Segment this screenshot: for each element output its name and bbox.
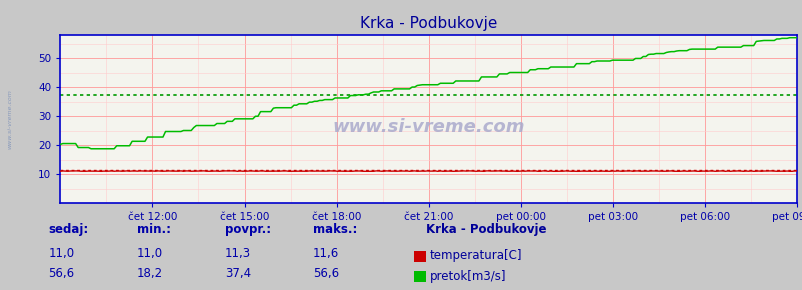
Text: povpr.:: povpr.: xyxy=(225,224,270,236)
Text: 37,4: 37,4 xyxy=(225,267,251,280)
Text: min.:: min.: xyxy=(136,224,170,236)
Text: pretok[m3/s]: pretok[m3/s] xyxy=(429,270,505,282)
Text: 11,3: 11,3 xyxy=(225,247,251,260)
Text: 11,6: 11,6 xyxy=(313,247,339,260)
Text: www.si-vreme.com: www.si-vreme.com xyxy=(8,89,13,149)
Text: sedaj:: sedaj: xyxy=(48,224,88,236)
Text: www.si-vreme.com: www.si-vreme.com xyxy=(332,118,525,136)
Text: 11,0: 11,0 xyxy=(48,247,75,260)
Text: maks.:: maks.: xyxy=(313,224,357,236)
Text: 56,6: 56,6 xyxy=(48,267,75,280)
Text: 11,0: 11,0 xyxy=(136,247,163,260)
Text: 18,2: 18,2 xyxy=(136,267,163,280)
Text: Krka - Podbukovje: Krka - Podbukovje xyxy=(425,224,545,236)
Text: 56,6: 56,6 xyxy=(313,267,339,280)
Text: temperatura[C]: temperatura[C] xyxy=(429,249,521,262)
Title: Krka - Podbukovje: Krka - Podbukovje xyxy=(359,16,497,31)
